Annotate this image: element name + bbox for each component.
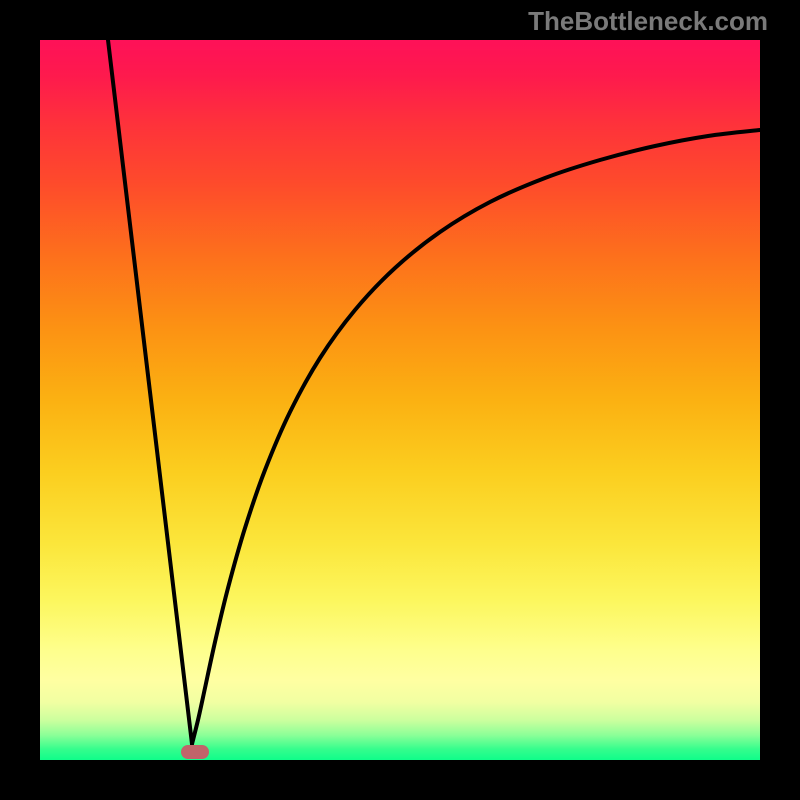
bottleneck-curve <box>108 40 760 744</box>
plot-area <box>40 40 760 760</box>
curve-svg <box>40 40 760 760</box>
optimal-marker <box>181 745 209 759</box>
watermark-text: TheBottleneck.com <box>528 6 768 37</box>
